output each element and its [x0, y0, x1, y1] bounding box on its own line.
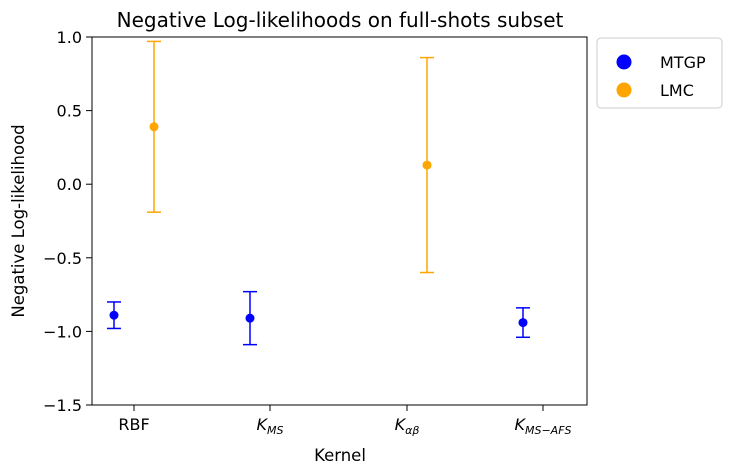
data-points	[109, 122, 528, 328]
x-tick-label: Kαβ	[395, 415, 420, 437]
chart-title: Negative Log-likelihoods on full-shots s…	[117, 8, 564, 32]
x-tick-label: KMS	[257, 415, 284, 437]
data-point	[149, 122, 159, 132]
x-axis-label: Kernel	[314, 446, 366, 465]
legend-marker	[616, 82, 632, 98]
y-tick-label: 0.5	[57, 102, 82, 121]
y-tick-label: 0.0	[57, 175, 82, 194]
legend-marker	[616, 54, 632, 70]
legend: MTGP LMC	[596, 37, 723, 109]
plot-frame	[91, 36, 588, 406]
y-tick-label: 1.0	[57, 28, 82, 47]
y-tick-label: −0.5	[43, 249, 82, 268]
y-tick-label: −1.0	[43, 322, 82, 341]
legend-label: MTGP	[660, 53, 706, 72]
ticks: −1.5 −1.0 −0.5 0.0 0.5 1.0 RBF KMS Kαβ KMS−AFS	[43, 28, 571, 437]
x-tick-label: RBF	[118, 415, 149, 434]
data-point	[422, 160, 432, 170]
data-point	[245, 313, 255, 323]
legend-label: LMC	[660, 81, 694, 100]
data-point	[109, 310, 119, 320]
y-tick-label: −1.5	[43, 396, 82, 415]
x-tick-label: KMS−AFS	[514, 415, 571, 437]
error-bars	[107, 40, 530, 346]
y-axis-label: Negative Log-likelihood	[9, 124, 28, 317]
data-point	[518, 318, 528, 328]
